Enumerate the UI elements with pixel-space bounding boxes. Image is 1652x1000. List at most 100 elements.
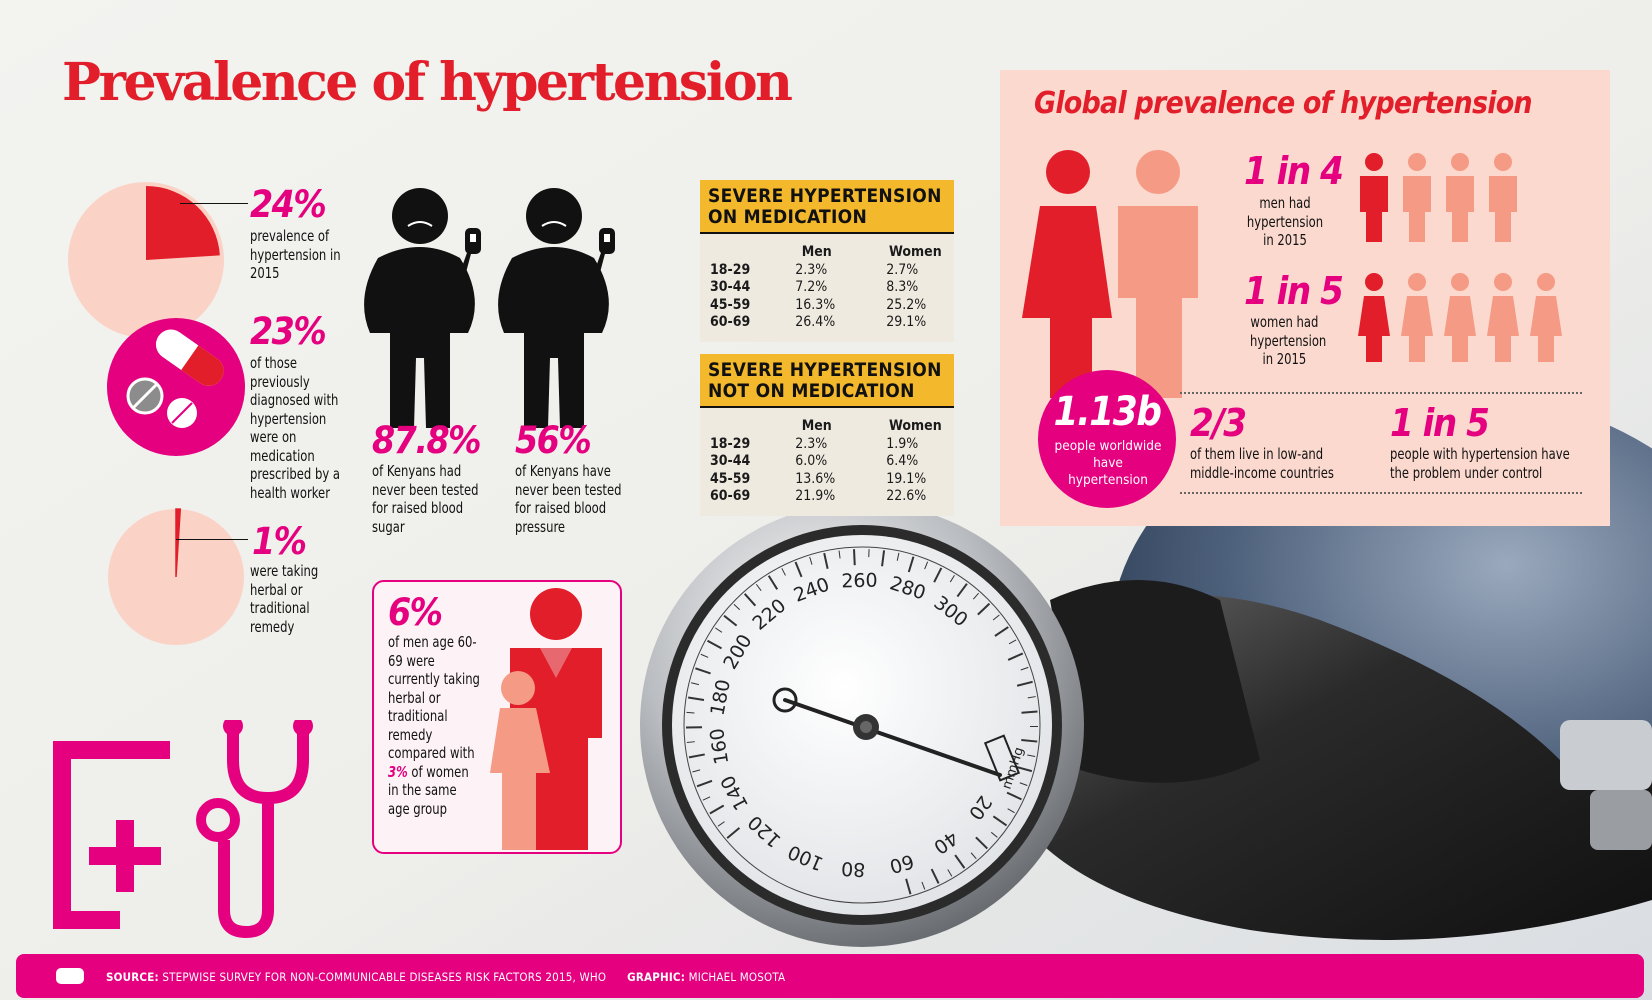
men-cell: 2.3% (795, 435, 828, 452)
medical-stethoscope-icon (53, 720, 313, 939)
stat-6-text: of men age 60-69 were currently taking h… (388, 633, 481, 818)
man-woman-large-icon (1022, 150, 1198, 398)
women-cell: 19.1% (886, 470, 927, 487)
global-control-value: 1 in 5 (1390, 401, 1490, 445)
gauge-label: 80 (840, 857, 865, 880)
men-cell: 6.0% (795, 453, 828, 469)
header-men: Men (801, 418, 832, 434)
footer-bar (16, 954, 1644, 998)
not-on-medication-title: SEVERE HYPERTENSION NOT ON MEDICATION (700, 354, 954, 408)
global-women-value: 1 in 5 (1244, 269, 1344, 313)
figure-icon (364, 188, 481, 428)
pointer-line (180, 203, 248, 204)
global-control-text: people with hypertension have the proble… (1390, 445, 1570, 482)
table-header: Men Women (710, 418, 954, 436)
women-cell: 6.4% (886, 453, 919, 469)
table-row: 60-69 26.4% 29.1% (710, 314, 954, 332)
stat-24-value: 24% (250, 183, 327, 226)
global-world-text: people worldwide have hypertension (1054, 438, 1162, 488)
global-women-text: women had hypertension in 2015 (1250, 313, 1327, 368)
men-cell: 2.3% (795, 261, 828, 278)
age-cell: 30-44 (710, 453, 751, 469)
source-text: STEPWISE SURVEY FOR NON-COMMUNICABLE DIS… (162, 970, 607, 984)
pie-slice-24 (146, 186, 220, 260)
men-cell: 13.6% (795, 470, 836, 487)
table-row: 18-29 2.3% 1.9% (710, 436, 954, 454)
divider (1180, 392, 1582, 394)
herbal-pie-chart (108, 508, 244, 645)
woman-icon (1487, 273, 1519, 362)
on-medication-table: Men Women 18-29 2.3% 2.7% 30-44 7.2% 8.3% 45-5… (700, 234, 954, 332)
stat-6-women-value: 3% (388, 762, 408, 781)
world-count-badge (1038, 370, 1176, 508)
table-row: 60-69 21.9% 22.6% (710, 488, 954, 506)
women-cell: 29.1% (886, 314, 927, 330)
stat-6-text-post: of women in the same age group (388, 762, 469, 818)
man-icon (1403, 153, 1431, 242)
prevalence-pie-chart (68, 182, 224, 338)
page-title: Prevalence of hypertension (62, 52, 793, 113)
stat-23-value: 23% (250, 310, 327, 353)
woman-icon (1444, 273, 1476, 362)
men-cell: 26.4% (795, 314, 836, 330)
age-cell: 30-44 (710, 279, 751, 295)
age-cell: 18-29 (710, 261, 751, 278)
global-low-income-value: 2/3 (1190, 401, 1247, 445)
women-cell: 1.9% (886, 435, 919, 452)
woman-icon (1358, 273, 1390, 362)
global-title: Global prevalence of hypertension (1034, 86, 1533, 121)
stat-56-value: 56% (515, 419, 592, 462)
global-men-text: men had hypertension in 2015 (1246, 194, 1324, 249)
table-row: 45-59 16.3% 25.2% (710, 297, 954, 315)
stat-1-value: 1% (252, 520, 307, 563)
table-row: 18-29 2.3% 2.7% (710, 262, 954, 280)
stat-878-value: 87.8% (372, 419, 481, 462)
women-ratio-icons (1358, 273, 1562, 362)
graphic-label: GRAPHIC: (627, 970, 686, 984)
stat-6-value: 6% (388, 591, 443, 634)
table-row: 30-44 7.2% 8.3% (710, 279, 954, 297)
men-cell: 21.9% (795, 488, 836, 504)
table-row: 45-59 13.6% 19.1% (710, 471, 954, 489)
men-cell: 7.2% (795, 279, 828, 295)
stat-878-text: of Kenyans had never been tested for rai… (372, 462, 479, 536)
source-label: SOURCE: (106, 970, 159, 984)
stat-24-text: prevalence of hypertension in 2015 (250, 227, 341, 282)
men-ratio-icons (1360, 153, 1517, 242)
man-and-woman-icon (490, 588, 602, 850)
women-cell: 22.6% (886, 488, 927, 504)
age-cell: 60-69 (710, 488, 751, 504)
women-cell: 2.7% (886, 261, 919, 278)
age-cell: 45-59 (710, 470, 751, 487)
stat-56-text: of Kenyans have never been tested for ra… (515, 462, 622, 536)
stat-1-text: were taking herbal or traditional remedy (250, 562, 319, 636)
header-men: Men (801, 244, 832, 260)
man-icon (1489, 153, 1517, 242)
man-icon (1446, 153, 1474, 242)
table-row: 30-44 6.0% 6.4% (710, 453, 954, 471)
age-cell: 45-59 (710, 296, 751, 313)
not-on-medication-table: Men Women 18-29 2.3% 1.9% 30-44 6.0% 6.4% 45-5… (700, 408, 954, 506)
table-header: Men Women (710, 244, 954, 262)
gauge-label: 260 (841, 570, 878, 593)
pie-slice-1 (175, 508, 182, 578)
global-men-value: 1 in 4 (1244, 149, 1344, 193)
woman-icon (1401, 273, 1433, 362)
overweight-figures-icon (364, 188, 615, 428)
woman-icon (1530, 273, 1562, 362)
on-medication-panel: SEVERE HYPERTENSION ON MEDICATION Men Wo… (700, 180, 954, 342)
global-low-income-text: of them live in low-and middle-income co… (1190, 445, 1334, 482)
women-cell: 25.2% (886, 296, 927, 313)
gauge-label: 160 (706, 727, 733, 766)
pills-icon (107, 318, 245, 456)
gauge-ticks (686, 549, 1038, 895)
age-cell: 18-29 (710, 435, 751, 452)
man-icon (1360, 153, 1388, 242)
header-women: Women (889, 244, 942, 260)
on-medication-title: SEVERE HYPERTENSION ON MEDICATION (700, 180, 954, 234)
global-world-value: 1.13b (1053, 389, 1162, 435)
age-cell: 60-69 (710, 314, 751, 330)
footer-logo-icon (56, 968, 84, 984)
header-women: Women (889, 418, 942, 434)
stat-23-text: of those previously diagnosed with hyper… (250, 354, 341, 502)
